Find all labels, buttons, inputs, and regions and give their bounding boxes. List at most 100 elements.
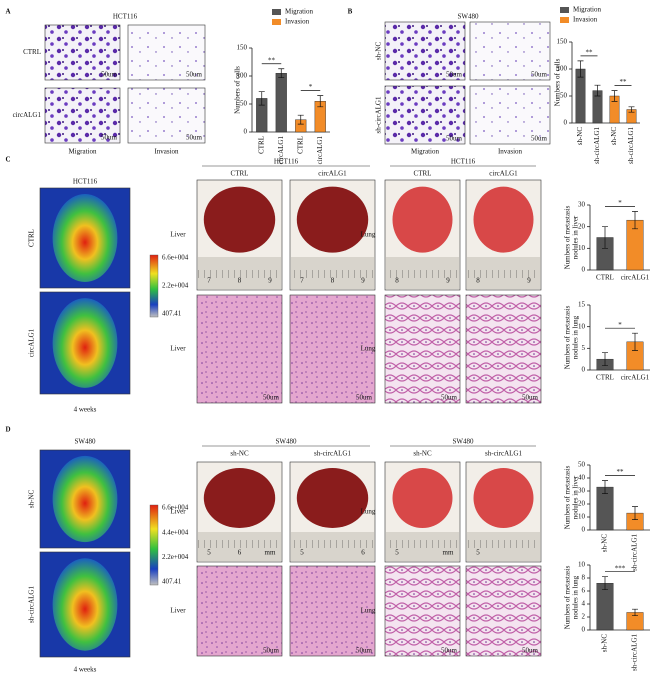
ruler-label: mm: [265, 549, 276, 557]
histology: [465, 294, 542, 404]
y-tick-label: 0: [582, 626, 586, 634]
micrograph: [384, 21, 466, 81]
x-tick-label: sh-circALG1: [631, 634, 639, 671]
error-bar: [632, 332, 638, 351]
histology: [289, 294, 376, 404]
column-label: Invasion: [154, 148, 179, 156]
ruler: [386, 532, 459, 561]
y-tick-label: 50: [560, 92, 568, 100]
y-axis-label: Numbers of metastasis: [564, 205, 572, 269]
ruler-label: 8: [476, 277, 480, 285]
row-label: Lung: [361, 607, 376, 615]
scale-bar-label: 50um: [101, 134, 118, 142]
significance-label: **: [617, 468, 625, 476]
y-tick-label: 150: [557, 38, 568, 46]
x-tick-label: sh-NC: [576, 127, 584, 146]
cell-line: SW480: [276, 438, 298, 446]
colorbar-label: 4.4e+004: [162, 528, 189, 536]
ruler-label: 8: [331, 277, 335, 285]
x-tick-label: CTRL: [596, 374, 614, 382]
cell-line: SW480: [453, 438, 475, 446]
scale-bar-label: 50um: [531, 135, 548, 143]
y-tick-label: 6: [582, 587, 586, 595]
significance-label: *: [618, 321, 622, 329]
ruler-label: 9: [527, 277, 531, 285]
group-label: sh-NC: [413, 450, 432, 458]
histology: [196, 294, 283, 404]
scale-bar-label: 50um: [522, 647, 539, 655]
error-bar: [628, 106, 635, 113]
ruler-label: 5: [476, 549, 480, 557]
group-label: CTRL: [414, 170, 432, 178]
x-tick-label: sh-circALG1: [627, 127, 635, 164]
ruler-label: 6: [361, 549, 365, 557]
row-label: CTRL: [23, 48, 41, 56]
scale-bar-label: 50um: [356, 647, 373, 655]
ruler: [467, 532, 540, 561]
micrograph: [469, 21, 551, 81]
error-bar: [632, 211, 638, 230]
x-tick-label: sh-NC: [601, 534, 609, 553]
y-tick-label: 150: [237, 44, 248, 52]
y-tick-label: 2: [582, 613, 586, 621]
x-tick-label: sh-circALG1: [631, 534, 639, 571]
group-label: circALG1: [489, 170, 518, 178]
histology: [384, 294, 461, 404]
ruler-label: 8: [238, 277, 242, 285]
y-axis-label: nodules in lung: [572, 575, 580, 619]
y-tick-label: 100: [557, 65, 568, 73]
ruler: [198, 532, 281, 561]
significance-label: **: [586, 49, 594, 57]
x-tick-label: CTRL: [296, 136, 304, 154]
row-label: Liver: [170, 231, 186, 239]
error-bar: [611, 90, 618, 102]
y-tick-label: 50: [240, 100, 248, 108]
ruler-label: mm: [443, 549, 454, 557]
y-tick-label: 10: [578, 322, 586, 330]
y-tick-label: 30: [578, 201, 586, 209]
scale-bar-label: 50um: [446, 71, 463, 79]
cell-line: HCT116: [451, 158, 476, 166]
ruler-label: 9: [268, 277, 272, 285]
y-tick-label: 10: [578, 513, 586, 521]
y-tick-label: 0: [244, 128, 248, 136]
legend-label: Invasion: [573, 16, 598, 24]
column-label: Migration: [69, 148, 97, 156]
legend-label: Migration: [285, 8, 313, 16]
organ: [203, 186, 276, 253]
scale-bar-label: 50um: [441, 647, 458, 655]
ruler-label: 5: [395, 549, 399, 557]
y-tick-label: 100: [237, 72, 248, 80]
mouse-signal: [52, 298, 118, 388]
x-tick-label: sh-circALG1: [593, 127, 601, 164]
row-label: Liver: [170, 607, 186, 615]
legend-label: Invasion: [285, 18, 310, 26]
error-bar: [258, 91, 265, 106]
y-axis-label: Numbers of metastasis: [564, 565, 572, 629]
legend-swatch: [272, 19, 281, 25]
micrograph: [384, 85, 466, 145]
error-bar: [297, 114, 304, 125]
panel-label: D: [5, 426, 10, 434]
y-axis-label: nodules in liver: [572, 215, 580, 259]
row-label: Liver: [170, 508, 186, 516]
row-label: Lung: [361, 231, 376, 239]
organ: [203, 468, 276, 528]
error-bar: [632, 608, 638, 617]
panel-label: C: [5, 156, 10, 164]
mouse-signal: [52, 455, 118, 543]
group-label: sh-circALG1: [485, 450, 522, 458]
colorbar-label: 6.6e+004: [162, 504, 189, 512]
y-tick-label: 10: [578, 244, 586, 252]
error-bar: [602, 480, 608, 494]
histology: [465, 565, 542, 657]
organ: [392, 186, 453, 253]
ruler: [467, 257, 540, 289]
micrograph: [44, 87, 121, 144]
scale-bar-label: 50um: [263, 394, 280, 402]
x-tick-label: CTRL: [257, 136, 265, 154]
histology: [289, 565, 376, 657]
scale-bar-label: 50um: [531, 71, 548, 79]
row-label: Liver: [170, 345, 186, 353]
